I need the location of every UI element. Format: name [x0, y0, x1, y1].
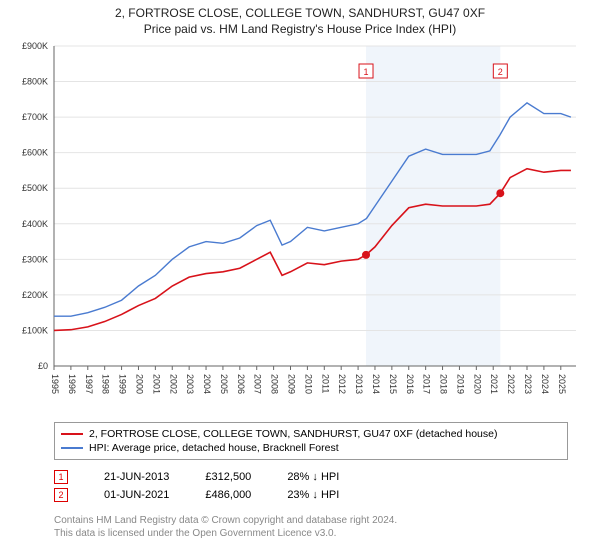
legend-swatch-2	[61, 447, 83, 449]
svg-text:2018: 2018	[439, 374, 449, 394]
marker-pct: 28% ↓ HPI	[287, 471, 339, 483]
footer-attribution: Contains HM Land Registry data © Crown c…	[54, 514, 600, 540]
svg-text:2024: 2024	[540, 374, 550, 394]
svg-text:£900K: £900K	[22, 41, 48, 51]
svg-text:2013: 2013	[354, 374, 364, 394]
svg-text:2012: 2012	[337, 374, 347, 394]
svg-text:2019: 2019	[455, 374, 465, 394]
svg-text:£200K: £200K	[22, 290, 48, 300]
svg-text:2006: 2006	[236, 374, 246, 394]
marker-date: 01-JUN-2021	[104, 489, 169, 501]
svg-text:£500K: £500K	[22, 183, 48, 193]
sale-marker-table: 1 21-JUN-2013 £312,500 28% ↓ HPI 2 01-JU…	[54, 468, 600, 504]
footer-line1: Contains HM Land Registry data © Crown c…	[54, 514, 600, 527]
svg-text:2009: 2009	[287, 374, 297, 394]
legend-swatch-1	[61, 433, 83, 435]
svg-text:1: 1	[364, 67, 369, 77]
svg-text:2022: 2022	[506, 374, 516, 394]
legend-row-series1: 2, FORTROSE CLOSE, COLLEGE TOWN, SANDHUR…	[61, 427, 561, 441]
chart-title-line1: 2, FORTROSE CLOSE, COLLEGE TOWN, SANDHUR…	[0, 0, 600, 20]
svg-text:2004: 2004	[202, 374, 212, 394]
legend: 2, FORTROSE CLOSE, COLLEGE TOWN, SANDHUR…	[54, 422, 568, 460]
marker-row: 2 01-JUN-2021 £486,000 23% ↓ HPI	[54, 486, 600, 504]
svg-text:2007: 2007	[253, 374, 263, 394]
legend-label-1: 2, FORTROSE CLOSE, COLLEGE TOWN, SANDHUR…	[89, 428, 497, 440]
svg-text:2017: 2017	[422, 374, 432, 394]
svg-text:£0: £0	[38, 361, 48, 371]
svg-text:2011: 2011	[320, 374, 330, 393]
marker-badge-2: 2	[54, 488, 68, 502]
svg-text:£100K: £100K	[22, 325, 48, 335]
svg-text:2025: 2025	[557, 374, 567, 394]
svg-text:£800K: £800K	[22, 77, 48, 87]
svg-text:2020: 2020	[472, 374, 482, 394]
svg-text:£700K: £700K	[22, 112, 48, 122]
svg-text:2010: 2010	[303, 374, 313, 394]
svg-text:1995: 1995	[50, 374, 60, 394]
marker-date: 21-JUN-2013	[104, 471, 169, 483]
svg-text:2021: 2021	[489, 374, 499, 394]
svg-text:£300K: £300K	[22, 254, 48, 264]
chart-title-line2: Price paid vs. HM Land Registry's House …	[0, 20, 600, 36]
marker-price: £312,500	[205, 471, 251, 483]
svg-text:£400K: £400K	[22, 219, 48, 229]
legend-label-2: HPI: Average price, detached house, Brac…	[89, 442, 339, 454]
svg-text:2001: 2001	[151, 374, 161, 394]
marker-pct: 23% ↓ HPI	[287, 489, 339, 501]
svg-text:2015: 2015	[388, 374, 398, 394]
marker-row: 1 21-JUN-2013 £312,500 28% ↓ HPI	[54, 468, 600, 486]
marker-badge-1: 1	[54, 470, 68, 484]
legend-row-series2: HPI: Average price, detached house, Brac…	[61, 441, 561, 455]
svg-text:1999: 1999	[118, 374, 128, 394]
marker-price: £486,000	[205, 489, 251, 501]
svg-text:2: 2	[498, 67, 503, 77]
svg-text:1998: 1998	[101, 374, 111, 394]
svg-text:2014: 2014	[371, 374, 381, 394]
svg-text:1997: 1997	[84, 374, 94, 394]
svg-text:£600K: £600K	[22, 148, 48, 158]
price-chart: £0 £100K £200K £300K £400K £500K £600K £700K £80…	[0, 36, 600, 416]
svg-text:2002: 2002	[168, 374, 178, 394]
svg-text:2003: 2003	[185, 374, 195, 394]
svg-text:2023: 2023	[523, 374, 533, 394]
svg-text:2000: 2000	[134, 374, 144, 394]
svg-text:2016: 2016	[405, 374, 415, 394]
svg-text:2008: 2008	[270, 374, 280, 394]
svg-text:2005: 2005	[219, 374, 229, 394]
footer-line2: This data is licensed under the Open Gov…	[54, 527, 600, 540]
svg-text:1996: 1996	[67, 374, 77, 394]
